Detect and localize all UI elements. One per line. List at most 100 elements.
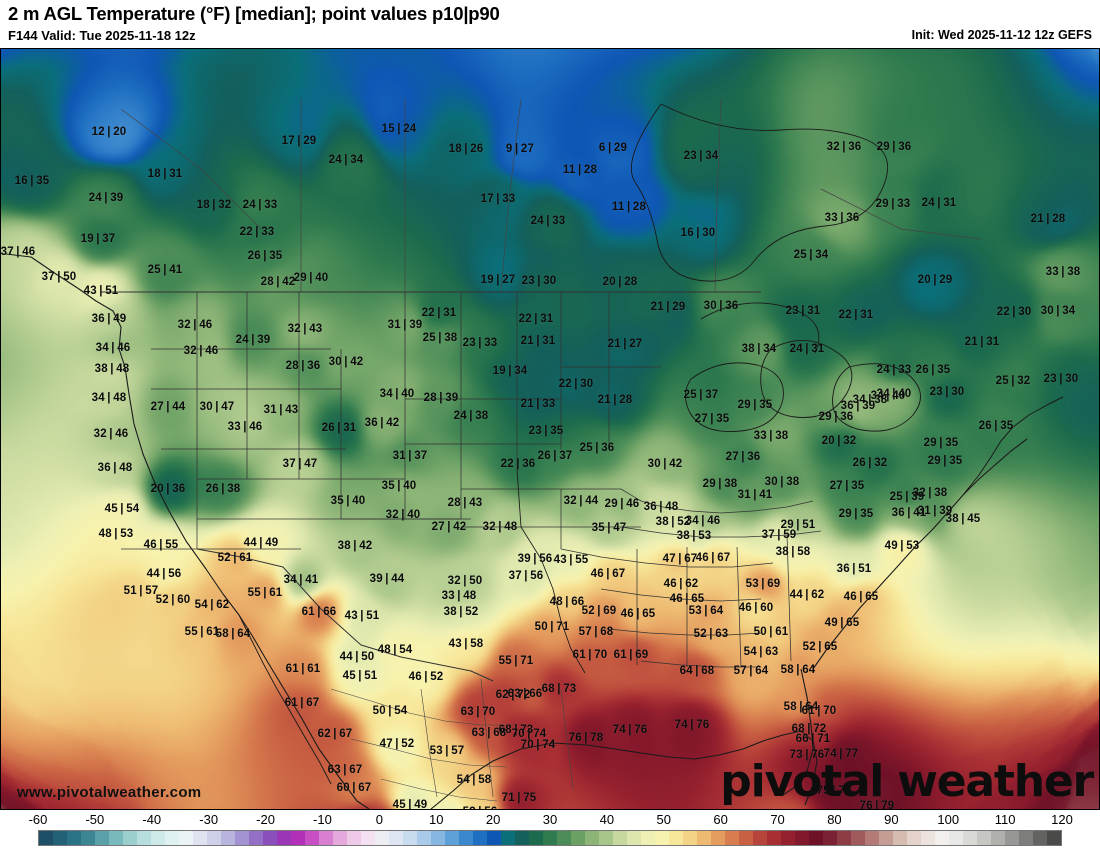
point-value-label: 32 | 36 — [826, 141, 862, 153]
point-value-label: 53 | 69 — [745, 578, 781, 590]
colorbar-segment — [949, 831, 963, 845]
point-value-label: 36 | 51 — [836, 563, 872, 575]
point-value-label: 29 | 46 — [604, 498, 640, 510]
point-value-label: 6 | 29 — [598, 142, 628, 154]
colorbar-segment — [767, 831, 781, 845]
point-value-label: 68 | 72 — [791, 723, 827, 735]
point-value-label: 25 | 39 — [889, 491, 925, 503]
geo-boundary — [516, 468, 586, 674]
point-value-label: 66 | 71 — [795, 733, 831, 745]
point-value-label: 38 | 42 — [337, 540, 373, 552]
point-value-label: 31 | 41 — [737, 489, 773, 501]
colorbar-segment — [123, 831, 137, 845]
colorbar-segment — [403, 831, 417, 845]
point-value-label: 58 | 64 — [783, 701, 819, 713]
point-value-label: 24 | 33 — [876, 364, 912, 376]
point-value-label: 36 | 49 — [91, 313, 127, 325]
point-value-label: 35 | 40 — [381, 480, 417, 492]
colorbar-segment — [473, 831, 487, 845]
point-value-label: 21 | 31 — [520, 335, 556, 347]
point-value-label: 32 | 38 — [912, 487, 948, 499]
point-value-label: 52 | 60 — [155, 594, 191, 606]
point-value-label: 45 | 51 — [342, 670, 378, 682]
colorbar-segment — [893, 831, 907, 845]
point-value-label: 21 | 31 — [964, 336, 1000, 348]
site-url-watermark: www.pivotalweather.com — [17, 784, 202, 801]
colorbar-tick-label: -10 — [313, 812, 332, 827]
point-value-label: 29 | 51 — [780, 519, 816, 531]
colorbar[interactable] — [38, 830, 1062, 846]
point-value-label: 43 | 58 — [448, 638, 484, 650]
colorbar-tick-label: 90 — [884, 812, 899, 827]
point-value-label: 26 | 35 — [915, 364, 951, 376]
colorbar-tick-label: 110 — [994, 812, 1016, 827]
point-value-label: 61 | 70 — [572, 649, 608, 661]
geo-boundary — [350, 738, 508, 768]
geo-boundary — [420, 688, 438, 798]
point-value-label: 21 | 33 — [520, 398, 556, 410]
geo-boundary — [620, 526, 822, 538]
point-value-label: 44 | 50 — [339, 651, 375, 663]
point-value-label: 39 | 56 — [517, 553, 553, 565]
map-viewport[interactable]: 12 | 20 16 | 35 24 | 39 19 | 37 37 | 46 37 | … — [0, 48, 1100, 810]
point-value-label: 29 | 35 — [838, 508, 874, 520]
point-value-label: 26 | 37 — [537, 450, 573, 462]
point-value-label: 35 | 47 — [591, 522, 627, 534]
point-value-label: 55 | 61 — [184, 626, 220, 638]
colorbar-tick-label: -40 — [142, 812, 162, 827]
point-value-label: 45 | 54 — [104, 503, 140, 515]
colorbar-segment — [921, 831, 935, 845]
point-value-label: 52 | 56 — [463, 806, 498, 809]
point-value-label: 19 | 34 — [492, 365, 528, 377]
colorbar-segment — [165, 831, 179, 845]
colorbar-segment — [179, 831, 193, 845]
point-value-label: 63 | 70 — [460, 706, 496, 718]
point-value-label: 60 | 67 — [336, 782, 372, 794]
geo-boundary — [560, 548, 774, 568]
point-value-label: 34 | 46 — [685, 515, 721, 527]
colorbar-segment — [193, 831, 207, 845]
geo-boundary — [760, 340, 853, 418]
point-value-label: 33 | 46 — [227, 421, 263, 433]
geo-boundary — [832, 363, 921, 432]
point-value-label: 38 | 53 — [676, 530, 712, 542]
point-value-label: 27 | 42 — [431, 521, 467, 533]
point-value-label: 33 | 38 — [1045, 266, 1081, 278]
point-value-label: 52 | 63 — [693, 628, 729, 640]
point-value-label: 33 | 38 — [753, 430, 789, 442]
point-value-label: 24 | 39 — [88, 192, 124, 204]
colorbar-segment — [137, 831, 151, 845]
point-value-label: 11 | 28 — [611, 201, 647, 213]
point-value-label: 53 | 57 — [429, 745, 465, 757]
point-value-label: 38 | 58 — [775, 546, 811, 558]
point-value-label: 24 | 33 — [242, 199, 278, 211]
geo-boundary — [500, 98, 522, 293]
point-value-label: 18 | 26 — [448, 143, 484, 155]
point-value-label: 24 | 31 — [789, 343, 825, 355]
point-value-label: 21 | 28 — [597, 394, 633, 406]
point-value-label: 32 | 46 — [93, 428, 129, 440]
point-value-label: 25 | 34 — [793, 249, 829, 261]
point-value-label: 47 | 67 — [662, 553, 698, 565]
point-value-label: 46 | 52 — [408, 671, 444, 683]
geo-boundary — [820, 188, 982, 240]
colorbar-section: -60 -50 -40 -30 -20 -10 0 10 20 30 40 50 60 70 80 90 100… — [0, 812, 1100, 850]
colorbar-segment — [613, 831, 627, 845]
point-value-label: 29 | 40 — [293, 272, 329, 284]
point-value-label: 24 | 39 — [235, 334, 271, 346]
point-value-label: 55 | 61 — [247, 587, 283, 599]
point-value-label: 29 | 35 — [923, 437, 959, 449]
point-value-label: 50 | 54 — [372, 705, 408, 717]
point-value-label: 37 | 46 — [0, 246, 36, 258]
init-time-label: Init: Wed 2025-11-12 12z GEFS — [911, 28, 1092, 42]
point-value-label: 61 | 70 — [801, 705, 837, 717]
point-value-label: 48 | 54 — [377, 644, 413, 656]
point-value-label: 44 | 49 — [243, 537, 279, 549]
colorbar-segment — [207, 831, 221, 845]
colorbar-tick-label: 120 — [1051, 812, 1073, 827]
point-value-label: 35 | 40 — [330, 495, 366, 507]
point-value-label: 50 | 71 — [534, 621, 570, 633]
point-value-label: 34 | 40 — [870, 390, 906, 402]
point-value-label: 24 | 34 — [328, 154, 364, 166]
colorbar-segment — [249, 831, 263, 845]
